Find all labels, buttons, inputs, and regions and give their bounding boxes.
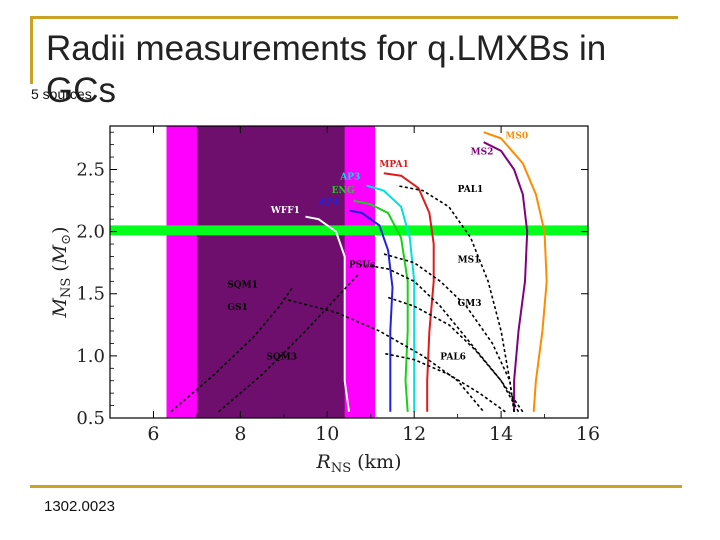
curve-label-wff1: WFF1: [270, 206, 300, 216]
curve-label-ms2: MS2: [471, 148, 494, 158]
curve-label-sqm1: SQM1: [227, 281, 258, 291]
curve-gs1: [287, 299, 485, 413]
x-axis-title: RNS (km): [316, 451, 402, 476]
x-tick-label: 10: [315, 423, 339, 445]
bottom-gold-rule: [30, 485, 682, 488]
x-tick-label: 16: [576, 423, 600, 445]
curve-ms2: [483, 141, 529, 412]
curve-psus: [366, 264, 524, 413]
curve-label-psus: PSUs: [349, 261, 375, 271]
x-tick-label: 14: [489, 423, 513, 445]
y-tick-label: 0.5: [76, 408, 105, 429]
x-tick-label: 6: [147, 423, 159, 445]
curve-label-pal6: PAL6: [440, 353, 466, 363]
purple_band: [196, 126, 345, 418]
slide-footer: 1302.0023: [44, 498, 115, 515]
slide-title-text: Radii measurements for q.LMXBs in GCs: [46, 29, 607, 110]
curve-sqm3: [218, 274, 359, 413]
curve-sqm1: [170, 287, 294, 413]
curve-label-ap3: AP3: [339, 172, 360, 182]
curve-ms1: [383, 253, 515, 412]
curve-label-ap4: AP4: [318, 197, 339, 207]
left-gold-rule: [30, 16, 33, 84]
x-tick-label: 8: [234, 423, 246, 445]
curve-label-gm3: GM3: [458, 299, 482, 309]
slide-title: Radii measurements for q.LMXBs in GCs: [46, 28, 646, 112]
green_band: [110, 225, 588, 236]
curve-pal1: [396, 184, 515, 412]
y-tick-label: 2.5: [76, 159, 105, 180]
slide-subtitle: 5 sources: [31, 86, 92, 102]
y-axis-title: MNS (M⊙): [49, 227, 74, 319]
curve-eng: [353, 199, 409, 412]
curve-label-pal1: PAL1: [458, 185, 484, 195]
magenta_band: [166, 126, 376, 418]
y-tick-label: 1.5: [76, 284, 105, 305]
plot-background: [110, 126, 588, 418]
curve-mpa1: [383, 172, 435, 412]
curve-pal6: [383, 352, 506, 413]
curve-label-mpa1: MPA1: [379, 160, 408, 170]
y-tick-label: 1.0: [76, 346, 105, 367]
curve-label-ms0: MS0: [505, 131, 528, 141]
curve-gm3: [387, 296, 520, 413]
curve-label-gs1: GS1: [227, 303, 247, 313]
curve-label-eng: ENG: [332, 186, 355, 196]
plot-frame: [109, 125, 589, 419]
curve-ap4: [348, 209, 394, 412]
curve-label-ms1: MS1: [458, 256, 481, 266]
curve-ms0: [483, 131, 548, 412]
curve-wff1: [305, 215, 350, 412]
curve-ap3: [366, 184, 416, 412]
curve-label-sqm3: SQM3: [266, 353, 297, 363]
top-gold-rule: [30, 16, 678, 19]
x-tick-label: 12: [402, 423, 426, 445]
y-tick-label: 2.0: [76, 222, 105, 243]
